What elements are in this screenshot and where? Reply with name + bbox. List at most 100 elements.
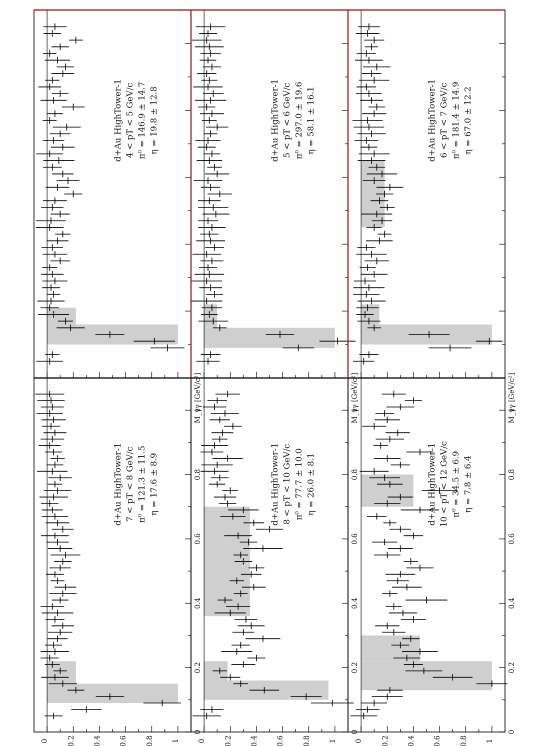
data-point (200, 311, 218, 318)
data-point (203, 90, 224, 97)
data-point (387, 545, 413, 552)
data-point (393, 654, 421, 662)
data-point (36, 357, 64, 365)
data-point (198, 317, 229, 325)
data-point (247, 654, 266, 662)
panel-5: 00.20.40.60.81M_γγ [GeV/c²]0 0.2 0.4 0.6 0.8… (190, 372, 359, 746)
data-point (50, 210, 70, 218)
fit-region-2 (361, 635, 420, 662)
data-point (224, 532, 253, 539)
data-point (375, 410, 394, 417)
data-point (200, 351, 221, 358)
data-point (366, 237, 393, 245)
data-point (421, 487, 458, 494)
data-point (43, 429, 67, 436)
data-point (241, 583, 266, 591)
data-point (385, 603, 402, 610)
data-point (196, 237, 225, 245)
y-tick-label: 0.2 (381, 735, 389, 746)
data-point (210, 474, 229, 481)
data-point (361, 70, 382, 77)
data-point (200, 183, 221, 191)
data-point (41, 270, 64, 278)
panel-annotation: η = 7.8 ± 6.4 (463, 456, 473, 513)
data-point (379, 204, 395, 211)
x-tick-label: 0.8 (351, 469, 359, 480)
panel-annotation: π⁰ = 181.4 ± 14.9 (451, 82, 461, 159)
panel-annotation: d+Au HighTower-1 (427, 79, 437, 162)
data-point (52, 170, 74, 178)
data-point (38, 83, 62, 91)
data-point (191, 277, 222, 285)
data-point (55, 230, 71, 238)
data-point (358, 76, 390, 84)
data-point (350, 712, 378, 720)
data-point (359, 264, 376, 271)
data-point (41, 423, 61, 430)
data-point (95, 331, 125, 338)
data-point (374, 551, 401, 559)
data-point (390, 461, 410, 469)
data-point (45, 351, 60, 358)
data-point (209, 416, 230, 424)
data-point (38, 442, 61, 449)
data-point (37, 297, 65, 305)
data-point (290, 693, 322, 700)
data-point (203, 150, 221, 158)
data-point (240, 571, 262, 578)
data-point (150, 344, 185, 352)
data-point (282, 344, 315, 352)
data-point (199, 56, 217, 64)
data-point (40, 96, 67, 104)
data-point (372, 538, 398, 546)
data-point (49, 590, 77, 597)
data-point (200, 50, 221, 57)
y-tick-label: 0 (41, 739, 49, 743)
x-tick-label: 1 (351, 408, 359, 412)
data-point (228, 506, 259, 514)
data-point (357, 130, 386, 138)
data-point (214, 609, 246, 617)
data-point (371, 217, 393, 225)
data-point (48, 474, 72, 481)
data-point (405, 667, 443, 675)
data-point (377, 230, 392, 238)
x-tick-label: 1 (508, 408, 516, 412)
data-point (40, 648, 70, 655)
data-point (198, 103, 216, 111)
y-tick-label: 0.6 (434, 735, 442, 746)
y-tick-label: 0.8 (460, 735, 468, 746)
data-point (49, 130, 71, 138)
data-point (355, 706, 380, 713)
data-point (319, 337, 356, 345)
y-tick-label: 0 (198, 739, 206, 743)
data-point (232, 629, 255, 636)
data-point (200, 468, 229, 475)
data-point (45, 448, 63, 456)
y-tick-label: 1 (486, 739, 494, 743)
data-point (45, 519, 70, 527)
data-point (360, 143, 378, 151)
panel-annotation: π⁰ = 121.3 ± 11.5 (137, 446, 147, 523)
data-point (354, 137, 379, 144)
data-point (191, 36, 222, 44)
data-point (51, 596, 69, 604)
data-point (221, 648, 253, 655)
data-point (196, 357, 220, 365)
data-point (353, 284, 385, 292)
data-point (56, 63, 75, 71)
x-tick-label: 0.6 (194, 533, 202, 545)
data-point (198, 217, 219, 225)
data-point (43, 157, 75, 164)
data-point (200, 706, 224, 713)
data-point (41, 500, 59, 507)
x-axis-label: M_γγ [GeV/c²] (508, 372, 516, 423)
data-point (46, 110, 63, 118)
fit-region-3 (361, 160, 385, 228)
data-point (40, 654, 59, 662)
data-point (44, 661, 60, 668)
x-tick-label: 0.2 (508, 662, 516, 673)
data-point (51, 70, 75, 77)
fit-region-2 (204, 304, 218, 328)
data-point (385, 429, 410, 436)
